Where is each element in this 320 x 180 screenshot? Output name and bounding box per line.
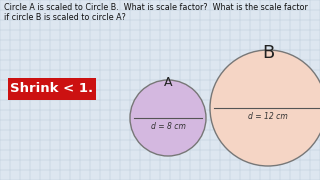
Text: A: A [164, 76, 172, 89]
Text: B: B [262, 44, 274, 62]
Bar [8, 78, 96, 100]
Circle shape [130, 80, 206, 156]
Text: d = 8 cm: d = 8 cm [151, 122, 185, 131]
Circle shape [210, 50, 320, 166]
Text: Shrink < 1.: Shrink < 1. [11, 82, 93, 96]
Text: d = 12 cm: d = 12 cm [248, 112, 288, 121]
Text: Circle A is scaled to Circle B.  What is scale factor?  What is the scale factor: Circle A is scaled to Circle B. What is … [4, 3, 308, 22]
